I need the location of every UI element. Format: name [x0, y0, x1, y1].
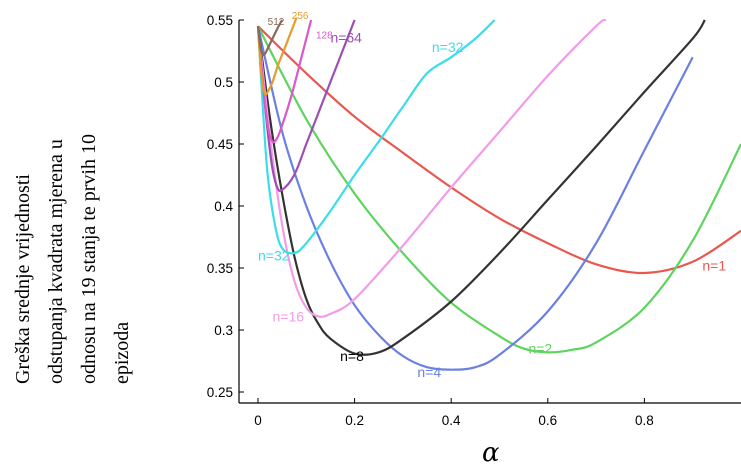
series-lines	[256, 17, 741, 371]
y-tick-label: 0.45	[207, 137, 233, 152]
y-tick-label: 0.3	[214, 323, 233, 338]
series-label: n=1	[702, 257, 726, 273]
x-tick-label: 0.8	[635, 413, 654, 428]
series-line-128	[256, 19, 313, 144]
series-line-n8	[256, 19, 706, 356]
series-label: 512	[268, 17, 285, 28]
y-tick-label: 0.25	[207, 385, 233, 400]
x-tick-label: 0.4	[442, 413, 461, 428]
series-label: n=32	[432, 39, 464, 55]
series-line-n16	[256, 18, 607, 318]
series-label: n=32	[258, 248, 290, 264]
series-label: 128	[316, 31, 333, 42]
series-label: n=16	[272, 308, 304, 324]
y-tick-label: 0.5	[214, 75, 233, 90]
series-label: n=4	[417, 364, 441, 380]
series-line-n2	[257, 25, 741, 354]
axes: 0.25 0.3 0.35 0.4 0.45 0.5 0.55 0 0.2 0.4 0.6 0.8	[207, 13, 741, 428]
series-label: 256	[292, 11, 309, 22]
series-line-n32	[256, 19, 496, 255]
series-label: n=64	[330, 29, 362, 45]
series-line-512	[256, 19, 284, 57]
series-line-n1	[257, 25, 741, 275]
series-label: n=2	[528, 341, 552, 357]
x-tick-label: 0.2	[345, 413, 364, 428]
y-tick-label: 0.4	[214, 199, 233, 214]
y-tick-label: 0.35	[207, 261, 233, 276]
series-line-256	[256, 17, 298, 96]
x-tick-label: 0	[254, 413, 262, 428]
x-axis-label: α	[482, 438, 500, 468]
series-line-n4	[256, 25, 694, 371]
x-tick-label: 0.6	[538, 413, 557, 428]
y-tick-label: 0.55	[207, 13, 233, 28]
series-label: n=8	[340, 348, 364, 364]
